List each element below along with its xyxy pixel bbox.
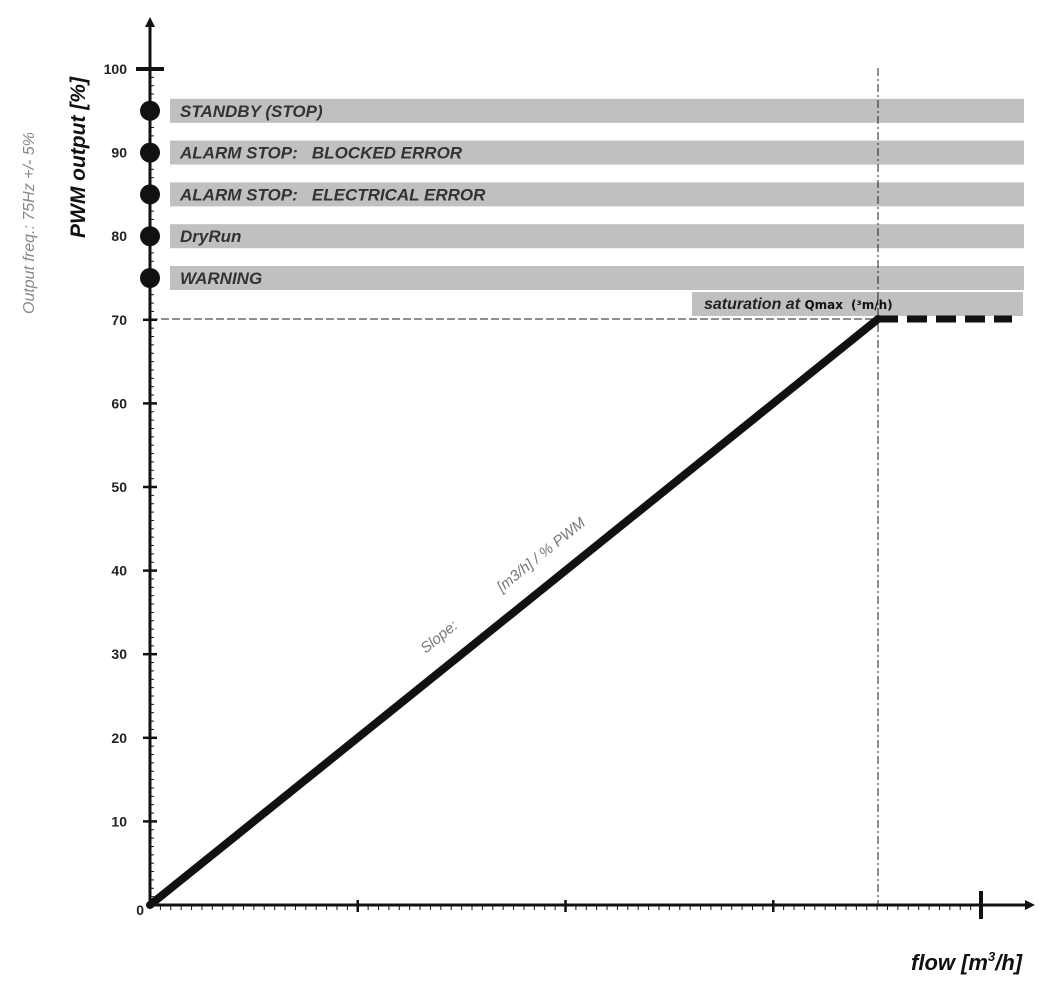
status-dot-4 [140, 268, 160, 288]
status-dot-3 [140, 226, 160, 247]
y-axis-title: PWM output [%] [67, 76, 90, 238]
status-band-3 [170, 224, 1024, 249]
slope-prefix: Slope: [417, 617, 461, 657]
status-dot-0 [140, 100, 160, 121]
status-band-label-4: WARNING [180, 269, 262, 288]
output-frequency-label: Output freq.: 75Hz +/- 5% [21, 132, 38, 314]
status-band-label-0: STANDBY (STOP) [180, 102, 323, 121]
x-axis-title: flow [m3/h] [911, 949, 1023, 975]
status-bands: STANDBY (STOP) ALARM STOP: BLOCKED ERROR A… [170, 98, 1024, 290]
y-axis-tick-labels: 0 10 20 30 40 50 60 70 80 90 100 [104, 61, 145, 918]
y-tick-label: 0 [136, 902, 144, 918]
y-tick-label: 60 [111, 395, 127, 411]
pwm-ramp-line [146, 315, 882, 909]
y-tick-label: 100 [104, 61, 128, 77]
status-band-0 [170, 98, 1024, 123]
y-tick-label: 70 [111, 312, 127, 328]
status-dot-2 [140, 184, 160, 205]
y-tick-label: 50 [111, 479, 127, 495]
y-tick-label: 30 [111, 646, 127, 662]
y-tick-label: 80 [111, 228, 127, 244]
slope-unit: [m3/h] / % PWM [493, 514, 589, 596]
y-tick-label: 40 [111, 563, 127, 579]
status-band-label-3: DryRun [180, 227, 241, 246]
saturation-label: saturation at Qmax (³m/h) [704, 296, 893, 313]
saturation-band [692, 292, 1023, 316]
status-dot-1 [140, 142, 160, 163]
y-tick-label: 10 [111, 813, 127, 829]
y-tick-label: 20 [111, 730, 127, 746]
y-tick-label: 90 [111, 145, 127, 161]
status-band-4 [170, 266, 1024, 290]
x-axis-ticks [159, 900, 972, 912]
status-band-2 [170, 182, 1024, 207]
status-band-label-1: ALARM STOP: BLOCKED ERROR [179, 144, 463, 163]
status-dots [140, 100, 160, 288]
status-band-1 [170, 140, 1024, 165]
slope-annotation: Slope: [m3/h] / % PWM [417, 514, 589, 657]
status-band-label-2: ALARM STOP: ELECTRICAL ERROR [179, 185, 486, 204]
